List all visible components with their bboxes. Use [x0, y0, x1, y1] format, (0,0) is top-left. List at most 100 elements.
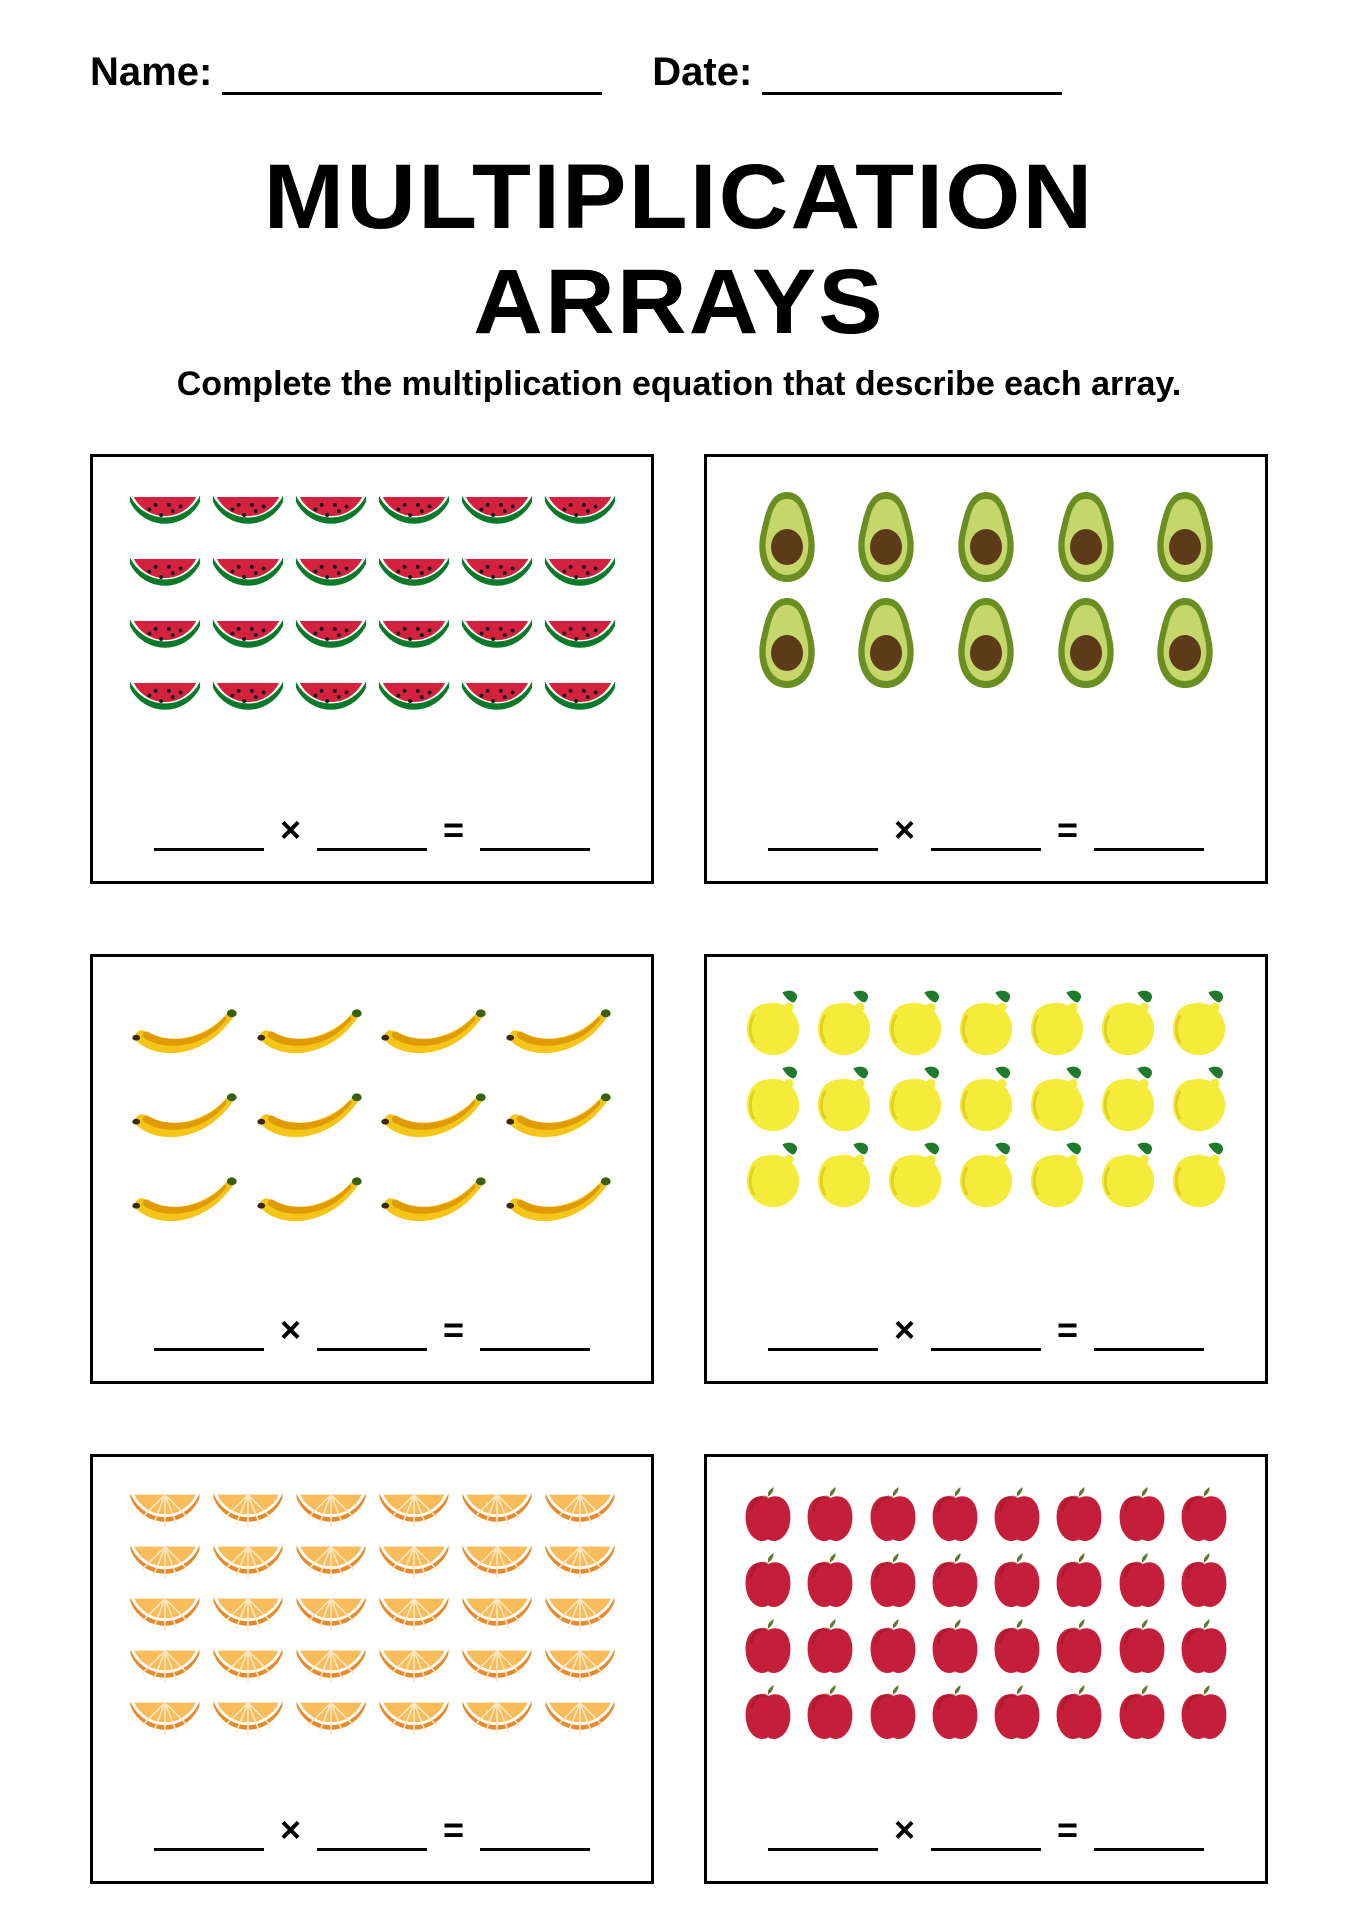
equals-symbol: = — [443, 809, 464, 851]
watermelon-icon — [541, 673, 619, 729]
product-blank[interactable] — [480, 815, 590, 851]
factor2-blank[interactable] — [931, 1315, 1041, 1351]
apple-icon — [802, 1685, 858, 1745]
lemon-icon — [953, 987, 1019, 1057]
watermelon-icon — [541, 549, 619, 605]
product-blank[interactable] — [1094, 1315, 1204, 1351]
watermelon-icon — [209, 487, 287, 543]
watermelon-icon — [126, 487, 204, 543]
orange-icon — [292, 1487, 370, 1533]
factor1-blank[interactable] — [154, 815, 264, 851]
apple-icon — [1051, 1487, 1107, 1547]
watermelon-icon — [375, 549, 453, 605]
orange-icon — [209, 1695, 287, 1741]
orange-icon — [126, 1539, 204, 1585]
apple-icon — [1114, 1619, 1170, 1679]
equals-symbol: = — [1057, 1809, 1078, 1851]
array-row — [737, 1487, 1235, 1547]
lemon-array — [727, 977, 1245, 1309]
lemon-icon — [882, 1139, 948, 1209]
avocado-icon — [1045, 593, 1127, 693]
orange-icon — [375, 1695, 453, 1741]
array-row — [737, 1139, 1235, 1209]
factor1-blank[interactable] — [154, 1815, 264, 1851]
array-row — [123, 1643, 621, 1689]
product-blank[interactable] — [1094, 1815, 1204, 1851]
worksheet-header: Name: Date: — [90, 50, 1268, 95]
factor1-blank[interactable] — [768, 1315, 878, 1351]
factor2-blank[interactable] — [317, 815, 427, 851]
watermelon-icon — [541, 611, 619, 667]
lemon-icon — [953, 1139, 1019, 1209]
page-title: MULTIPLICATION ARRAYS — [61, 145, 1298, 355]
avocado-icon — [1144, 487, 1226, 587]
lemon-icon — [1024, 1139, 1090, 1209]
banana-icon — [125, 987, 245, 1065]
watermelon-icon — [458, 487, 536, 543]
apple-icon — [740, 1553, 796, 1613]
equation-row: × = — [113, 809, 631, 851]
orange-icon — [209, 1539, 287, 1585]
lemon-icon — [811, 987, 877, 1057]
lemon-icon — [1095, 1063, 1161, 1133]
orange-icon — [541, 1591, 619, 1637]
lemon-icon — [811, 1063, 877, 1133]
array-card-lemon: × = — [704, 954, 1268, 1384]
factor2-blank[interactable] — [931, 815, 1041, 851]
array-row — [123, 1071, 621, 1149]
apple-icon — [740, 1685, 796, 1745]
apple-icon — [927, 1487, 983, 1547]
orange-icon — [292, 1591, 370, 1637]
factor1-blank[interactable] — [768, 815, 878, 851]
orange-array — [113, 1477, 631, 1809]
avocado-icon — [845, 593, 927, 693]
lemon-icon — [740, 987, 806, 1057]
times-symbol: × — [280, 809, 301, 851]
factor1-blank[interactable] — [768, 1815, 878, 1851]
factor2-blank[interactable] — [317, 1815, 427, 1851]
watermelon-array — [113, 477, 631, 809]
array-row — [123, 611, 621, 667]
banana-icon — [250, 987, 370, 1065]
array-row — [737, 593, 1235, 693]
banana-array — [113, 977, 631, 1309]
times-symbol: × — [280, 1809, 301, 1851]
orange-icon — [541, 1695, 619, 1741]
array-row — [123, 673, 621, 729]
equation-row: × = — [727, 809, 1245, 851]
array-card-apple: × = — [704, 1454, 1268, 1884]
apple-icon — [1176, 1487, 1232, 1547]
lemon-icon — [882, 987, 948, 1057]
product-blank[interactable] — [1094, 815, 1204, 851]
times-symbol: × — [894, 1309, 915, 1351]
watermelon-icon — [375, 673, 453, 729]
factor2-blank[interactable] — [317, 1315, 427, 1351]
orange-icon — [126, 1643, 204, 1689]
date-blank[interactable] — [762, 55, 1062, 95]
product-blank[interactable] — [480, 1815, 590, 1851]
apple-icon — [1114, 1487, 1170, 1547]
equation-row: × = — [727, 1309, 1245, 1351]
apple-icon — [1114, 1553, 1170, 1613]
equals-symbol: = — [1057, 809, 1078, 851]
name-blank[interactable] — [222, 55, 602, 95]
equation-row: × = — [113, 1309, 631, 1351]
watermelon-icon — [458, 549, 536, 605]
apple-icon — [865, 1619, 921, 1679]
product-blank[interactable] — [480, 1315, 590, 1351]
times-symbol: × — [894, 1809, 915, 1851]
orange-icon — [292, 1695, 370, 1741]
lemon-icon — [740, 1139, 806, 1209]
orange-icon — [458, 1643, 536, 1689]
array-row — [123, 1591, 621, 1637]
avocado-array — [727, 477, 1245, 809]
avocado-icon — [746, 593, 828, 693]
factor1-blank[interactable] — [154, 1315, 264, 1351]
watermelon-icon — [292, 611, 370, 667]
apple-icon — [1114, 1685, 1170, 1745]
factor2-blank[interactable] — [931, 1815, 1041, 1851]
array-row — [737, 1619, 1235, 1679]
apple-icon — [989, 1619, 1045, 1679]
lemon-icon — [953, 1063, 1019, 1133]
banana-icon — [374, 1071, 494, 1149]
